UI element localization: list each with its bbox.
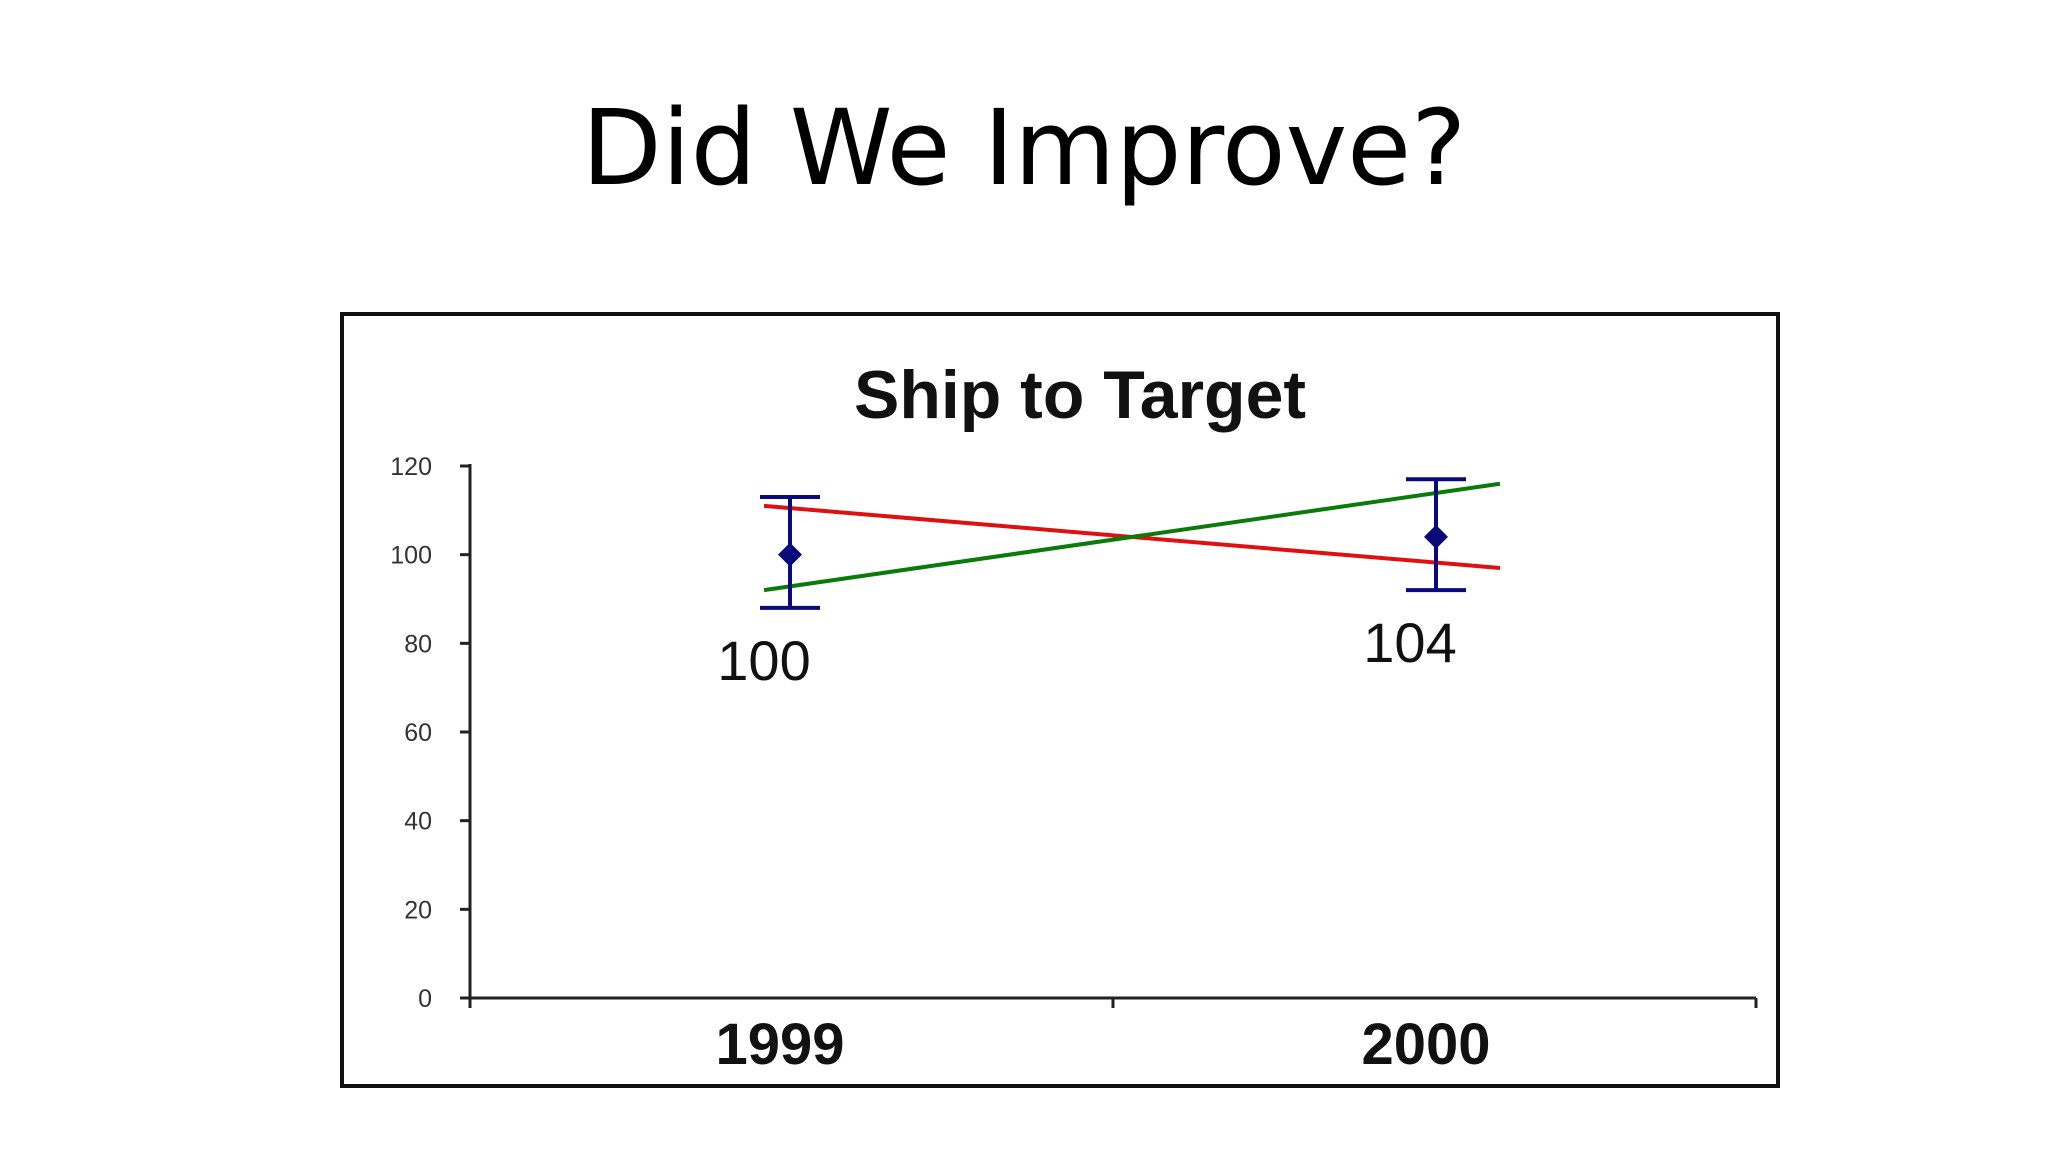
chart-title: Ship to Target xyxy=(854,357,1306,433)
y-tick-label: 0 xyxy=(418,985,432,1013)
x-axis: 1999 2000 xyxy=(468,996,1758,1077)
data-point xyxy=(1424,524,1448,549)
data-point xyxy=(778,542,802,567)
y-tick-label: 60 xyxy=(404,719,432,747)
chart-frame xyxy=(340,312,1780,1088)
data-label: 100 xyxy=(717,629,810,692)
data-label: 104 xyxy=(1363,611,1456,674)
x-tick-label: 2000 xyxy=(1361,1012,1490,1077)
slide-title: Did We Improve? xyxy=(581,87,1467,209)
green-trend-line xyxy=(763,481,1501,593)
x-tick-label: 1999 xyxy=(715,1012,844,1077)
plot-area: 100 104 xyxy=(717,477,1501,692)
y-tick-label: 20 xyxy=(404,896,432,924)
y-tick-label: 80 xyxy=(404,630,432,658)
y-tick-label: 100 xyxy=(390,542,432,570)
y-axis: 0 20 40 60 80 100 120 xyxy=(390,453,472,1013)
y-tick-label: 120 xyxy=(390,453,432,481)
y-tick-label: 40 xyxy=(404,808,432,836)
